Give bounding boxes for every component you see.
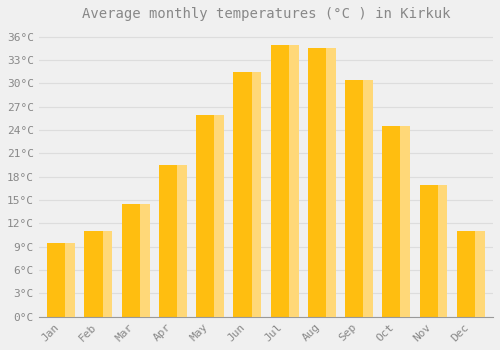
Bar [66,243,75,317]
Bar [252,72,262,317]
Bar [420,184,448,317]
Bar [159,165,187,317]
Bar [457,231,484,317]
Bar [345,79,373,317]
Bar [214,114,224,317]
Bar [84,231,112,317]
Bar [288,44,298,317]
Title: Average monthly temperatures (°C ) in Kirkuk: Average monthly temperatures (°C ) in Ki… [82,7,450,21]
Bar [140,204,149,317]
Bar [475,231,484,317]
Bar [196,114,224,317]
Bar [308,49,336,317]
Bar [382,126,410,317]
Bar [47,243,75,317]
Bar [326,49,336,317]
Bar [234,72,262,317]
Bar [102,231,113,317]
Bar [438,184,448,317]
Bar [122,204,150,317]
Bar [400,126,410,317]
Bar [363,79,373,317]
Bar [177,165,187,317]
Bar [270,44,298,317]
